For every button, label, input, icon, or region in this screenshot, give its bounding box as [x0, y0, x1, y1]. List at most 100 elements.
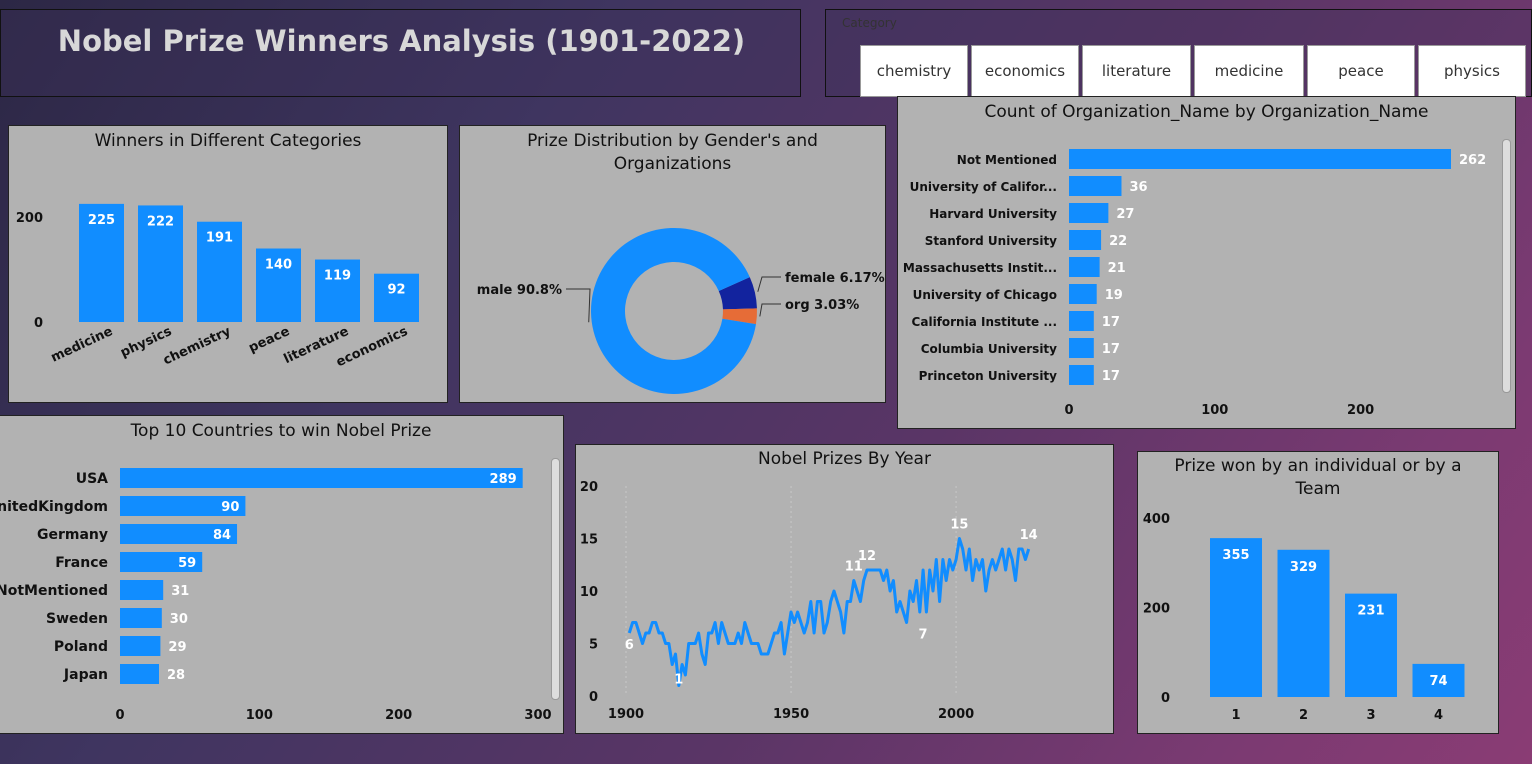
bar	[1069, 311, 1094, 331]
bar	[138, 205, 183, 322]
bar-value-label: 17	[1102, 315, 1120, 330]
slice-label: male 90.8%	[477, 283, 562, 298]
bar-value-label: 19	[1105, 288, 1123, 303]
bar	[1069, 284, 1097, 304]
bar-value-label: 27	[1116, 207, 1134, 222]
data-label: 14	[1020, 528, 1038, 543]
chart-title: Nobel Prizes By Year	[758, 449, 931, 469]
countries-chart-panel: Top 10 Countries to win Nobel Prize USA 2…	[0, 415, 564, 734]
scrollbar[interactable]	[1502, 139, 1511, 393]
scrollbar[interactable]	[551, 458, 560, 700]
data-label: 7	[919, 628, 928, 643]
category-label: Sweden	[46, 611, 108, 627]
bar-value-label: 119	[324, 269, 351, 284]
bar-value-label: 289	[490, 472, 517, 487]
bar	[1069, 176, 1122, 196]
bar-value-label: 36	[1129, 180, 1147, 195]
category-label: Japan	[63, 667, 108, 683]
leader-line	[757, 276, 781, 292]
bar	[120, 608, 162, 628]
y-tick-label: 15	[580, 533, 598, 548]
chart-title: Count of Organization_Name by Organizati…	[984, 102, 1429, 122]
bar-value-label: 222	[147, 214, 174, 229]
slicer-label: Category	[842, 16, 897, 30]
bar-value-label: 74	[1429, 674, 1447, 689]
category-label: Germany	[37, 527, 108, 543]
slice-label: org 3.03%	[785, 298, 859, 313]
countries-chart: USA 289 UnitedKingdom 90 Germany 84 France 59 No…	[0, 468, 552, 723]
slicer-option-economics[interactable]: economics	[971, 45, 1079, 97]
organizations-chart: Not Mentioned 262 University of Califor...…	[903, 149, 1486, 418]
bar-value-label: 140	[265, 258, 292, 273]
category-label: Princeton University	[919, 369, 1058, 383]
team-chart: 0 200 400 355 1 329 2 231 3 74 4	[1143, 512, 1465, 723]
donut-slice	[718, 277, 757, 310]
title-panel: Nobel Prize Winners Analysis (1901-2022)	[0, 9, 801, 97]
bar-value-label: 231	[1357, 604, 1384, 619]
bar-value-label: 355	[1222, 548, 1249, 563]
data-label: 1	[674, 673, 683, 688]
category-label: Stanford University	[925, 234, 1057, 248]
category-label: Columbia University	[921, 342, 1057, 356]
bar-value-label: 84	[213, 528, 231, 543]
y-tick-label: 400	[1143, 512, 1170, 527]
bar	[120, 664, 160, 684]
bar-value-label: 92	[387, 283, 405, 298]
x-tick-label: medicine	[49, 324, 116, 366]
bar-value-label: 329	[1290, 560, 1317, 575]
slicer-option-physics[interactable]: physics	[1418, 45, 1526, 97]
x-tick-label: 300	[524, 708, 551, 723]
bar	[1069, 338, 1094, 358]
chart-title: Prize Distribution by Gender's and Organ…	[527, 131, 818, 174]
donut-slice	[591, 228, 756, 395]
bar-value-label: 21	[1108, 261, 1126, 276]
bar	[120, 496, 246, 516]
category-slicer: Category chemistry economics literature …	[825, 9, 1532, 97]
bar	[374, 273, 419, 322]
category-label: Harvard University	[929, 207, 1057, 221]
x-tick-label: 1950	[773, 707, 809, 722]
bar-value-label: 262	[1459, 153, 1486, 168]
x-tick-label: 100	[246, 708, 273, 723]
chart-title: Prize won by an individual or by a Team	[1174, 456, 1462, 499]
category-label: UnitedKingdom	[0, 499, 108, 515]
slicer-option-medicine[interactable]: medicine	[1194, 45, 1304, 97]
data-label: 12	[858, 549, 876, 564]
x-tick-label: 0	[1064, 403, 1073, 418]
categories-chart-panel: Winners in Different Categories 0 200 225 m…	[8, 125, 448, 403]
bar-value-label: 191	[206, 231, 233, 246]
x-tick-label: 4	[1434, 708, 1443, 723]
gender-donut-chart: male 90.8% female 6.17% org 3.03%	[477, 228, 885, 395]
bar	[120, 580, 164, 600]
chart-title: Winners in Different Categories	[94, 131, 362, 151]
bar-value-label: 29	[168, 640, 186, 655]
data-label: 15	[950, 518, 968, 533]
bar	[120, 524, 238, 544]
category-label: Not Mentioned	[957, 153, 1057, 167]
page-title: Nobel Prize Winners Analysis (1901-2022)	[57, 24, 746, 58]
category-label: NotMentioned	[0, 583, 108, 599]
gender-chart-panel: Prize Distribution by Gender's and Organ…	[459, 125, 886, 403]
slicer-option-peace[interactable]: peace	[1307, 45, 1415, 97]
x-tick-label: 2000	[938, 707, 974, 722]
category-label: Poland	[54, 639, 108, 655]
bar-value-label: 225	[88, 213, 115, 228]
bar	[197, 221, 242, 322]
bar	[79, 203, 124, 322]
bar	[1069, 203, 1109, 223]
chart-title: Top 10 Countries to win Nobel Prize	[130, 421, 432, 441]
bar	[120, 468, 523, 488]
bar	[120, 636, 161, 656]
team-chart-panel: Prize won by an individual or by a Team …	[1137, 451, 1499, 734]
bar	[1277, 549, 1330, 697]
y-tick-label: 0	[1161, 691, 1170, 706]
slicer-option-chemistry[interactable]: chemistry	[860, 45, 968, 97]
slicer-option-literature[interactable]: literature	[1082, 45, 1191, 97]
bar	[1412, 663, 1465, 697]
y-tick-label: 200	[16, 211, 43, 226]
bar	[1069, 149, 1451, 169]
x-tick-label: 0	[115, 708, 124, 723]
bar-value-label: 17	[1102, 369, 1120, 384]
bar	[1345, 593, 1397, 697]
